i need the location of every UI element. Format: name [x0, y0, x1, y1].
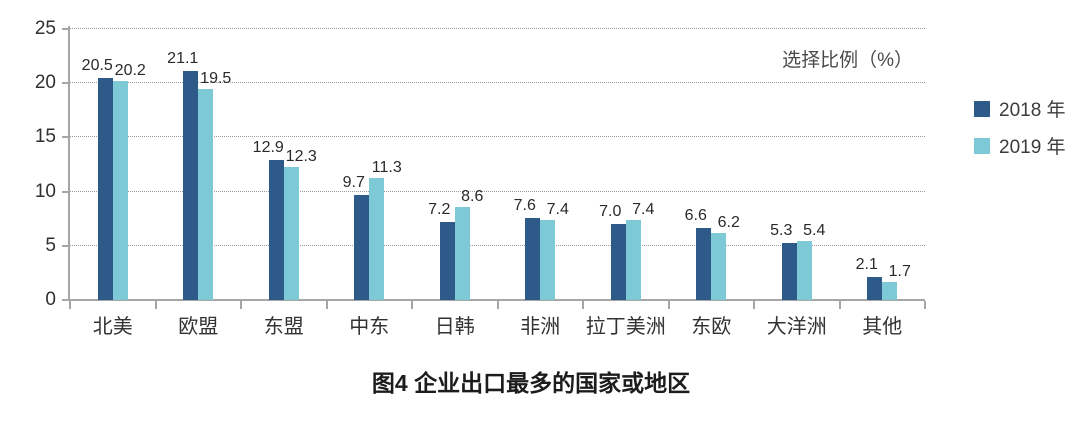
y-tick-label-25: 25	[34, 18, 56, 39]
legend-swatch-2019年	[974, 137, 990, 154]
bar-2018年-中东	[354, 194, 370, 300]
bar-2019年-北美	[112, 81, 128, 300]
x-axis-tick-9	[838, 301, 841, 309]
value-label-2019年-大洋洲: 5.4	[803, 222, 826, 240]
x-axis-tick-8	[753, 301, 755, 309]
bar-2019年-东盟	[283, 166, 299, 300]
bar-2019年-其他	[882, 281, 898, 300]
bar-2018年-北美	[97, 77, 113, 300]
legend-label-2018年: 2018 年	[999, 100, 1066, 121]
gridline-10	[70, 190, 925, 192]
x-axis-tick-7	[667, 301, 670, 309]
category-label-东盟: 东盟	[263, 316, 304, 338]
category-label-拉丁美洲: 拉丁美洲	[585, 316, 666, 338]
y-axis-tick-25	[62, 28, 70, 30]
legend: 2018 年 2019 年	[974, 95, 1066, 169]
x-axis-tick-6	[582, 301, 584, 309]
x-axis	[68, 299, 925, 301]
category-label-日韩: 日韩	[434, 316, 475, 338]
y-axis	[68, 26, 70, 301]
bar-2018年-非洲	[525, 217, 541, 300]
value-label-2019年-拉丁美洲: 7.4	[632, 200, 655, 218]
bar-2018年-其他	[867, 277, 883, 300]
value-label-2018年-日韩: 7.2	[428, 200, 451, 218]
category-label-非洲: 非洲	[520, 316, 561, 338]
y-tick-label-20: 20	[34, 72, 56, 94]
y-tick-label-5: 5	[45, 234, 56, 256]
y-axis-tick-5	[62, 244, 70, 247]
value-label-2019年-欧盟: 19.5	[200, 69, 232, 87]
value-label-2019年-东欧: 6.2	[717, 213, 740, 231]
unit-label: 选择比例（%）	[782, 50, 913, 71]
bar-2018年-东盟	[268, 160, 284, 300]
value-label-2018年-欧盟: 21.1	[167, 50, 199, 68]
bar-2019年-日韩	[454, 206, 470, 300]
bar-2018年-东欧	[696, 228, 712, 300]
legend-item-2019年: 2019 年	[974, 132, 1066, 159]
bar-2019年-欧盟	[198, 88, 214, 300]
value-label-2018年-大洋洲: 5.3	[770, 221, 793, 239]
value-label-2019年-中东: 11.3	[371, 158, 402, 176]
bar-2019年-大洋洲	[796, 241, 812, 300]
value-label-2019年-东盟: 12.3	[285, 147, 317, 165]
value-label-2018年-拉丁美洲: 7.0	[599, 203, 622, 221]
category-label-其他: 其他	[862, 316, 903, 338]
legend-swatch-2018年	[974, 100, 990, 117]
chart-caption: 图4 企业出口最多的国家或地区	[371, 370, 691, 396]
bar-2018年-大洋洲	[781, 242, 797, 300]
y-tick-label-10: 10	[34, 180, 56, 202]
x-axis-tick-2	[240, 301, 242, 309]
gridline-5	[70, 244, 925, 246]
category-label-北美: 北美	[92, 316, 133, 338]
category-label-东欧: 东欧	[691, 316, 732, 338]
gridline-20	[70, 82, 925, 84]
bar-2019年-非洲	[540, 219, 556, 300]
bar-2019年-拉丁美洲	[625, 219, 641, 300]
x-axis-tick-4	[411, 301, 413, 309]
value-label-2019年-北美: 20.2	[114, 62, 146, 80]
gridline-25	[70, 28, 925, 29]
value-label-2018年-北美: 20.5	[81, 56, 113, 74]
x-axis-tick-0	[69, 301, 71, 309]
x-axis-tick-5	[496, 301, 499, 309]
y-axis-tick-20	[62, 82, 70, 85]
x-axis-tick-10	[924, 301, 926, 309]
y-tick-label-0: 0	[45, 289, 56, 310]
bar-2019年-中东	[369, 177, 385, 300]
bar-2018年-日韩	[439, 221, 455, 300]
bar-2019年-东欧	[711, 232, 727, 300]
value-label-2018年-中东: 9.7	[342, 173, 365, 191]
y-axis-tick-0	[62, 299, 70, 301]
bar-2018年-拉丁美洲	[610, 224, 626, 300]
x-axis-tick-3	[325, 301, 328, 309]
value-label-2019年-非洲: 7.4	[546, 200, 569, 218]
category-label-大洋洲: 大洋洲	[766, 316, 827, 338]
value-label-2019年-其他: 1.7	[888, 262, 911, 280]
y-axis-tick-15	[62, 136, 70, 139]
legend-label-2019年: 2019 年	[999, 137, 1066, 158]
y-tick-label-15: 15	[34, 126, 56, 148]
value-label-2018年-非洲: 7.6	[513, 196, 536, 214]
value-label-2018年-其他: 2.1	[855, 256, 878, 274]
category-label-中东: 中东	[349, 316, 390, 338]
x-axis-tick-1	[154, 301, 157, 309]
legend-item-2018年: 2018 年	[974, 95, 1066, 122]
category-label-欧盟: 欧盟	[178, 316, 219, 338]
y-axis-tick-10	[62, 190, 70, 193]
value-label-2018年-东欧: 6.6	[684, 207, 707, 225]
gridline-15	[70, 136, 925, 138]
bar-2018年-欧盟	[183, 71, 199, 300]
value-label-2019年-日韩: 8.6	[461, 187, 484, 205]
value-label-2018年-东盟: 12.9	[252, 139, 284, 157]
